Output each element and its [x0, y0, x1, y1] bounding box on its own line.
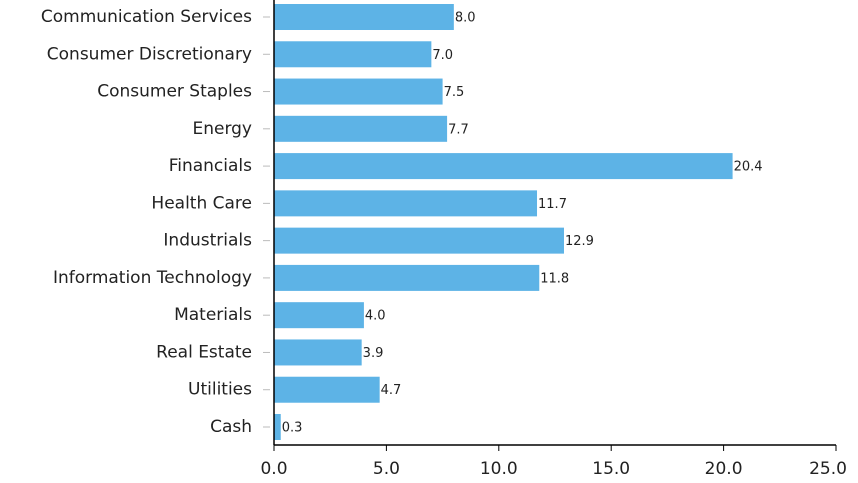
bar: [274, 4, 454, 30]
bar: [274, 264, 540, 291]
category-label: Information Technology: [53, 268, 252, 288]
bar: [274, 339, 362, 366]
bar: [274, 302, 364, 329]
bar: [274, 115, 448, 142]
value-label: 11.7: [538, 197, 567, 212]
value-label: 12.9: [565, 234, 594, 249]
category-label: Industrials: [163, 231, 252, 251]
x-tick-label: 5.0: [373, 459, 400, 479]
value-label: 11.8: [540, 271, 569, 286]
bar: [274, 227, 564, 254]
value-label: 7.0: [432, 48, 453, 63]
bar: [274, 190, 538, 217]
category-label: Health Care: [151, 193, 252, 213]
x-tick-label: 15.0: [592, 459, 630, 479]
value-label: 20.4: [734, 160, 763, 175]
x-tick-label: 20.0: [705, 459, 743, 479]
category-label: Consumer Discretionary: [47, 44, 252, 64]
value-label: 7.5: [444, 85, 465, 100]
value-label: 7.7: [448, 122, 469, 137]
category-label: Utilities: [188, 380, 252, 400]
bar: [274, 414, 281, 440]
x-tick-label: 0.0: [260, 459, 287, 479]
category-label: Energy: [192, 119, 252, 139]
value-label: 3.9: [363, 346, 384, 361]
category-label: Real Estate: [156, 342, 252, 362]
value-label: 0.3: [282, 421, 303, 436]
value-label: 4.7: [381, 383, 402, 398]
category-label: Communication Services: [41, 7, 252, 27]
x-tick-label: 25.0: [809, 459, 847, 479]
x-tick-label: 10.0: [480, 459, 518, 479]
category-label: Consumer Staples: [97, 82, 252, 102]
value-label: 4.0: [365, 309, 386, 324]
bar: [274, 78, 443, 105]
value-label: 8.0: [455, 11, 476, 26]
category-label: Cash: [210, 417, 252, 437]
bar: [274, 41, 432, 68]
category-label: Financials: [169, 156, 252, 176]
bar: [274, 153, 733, 180]
bar: [274, 376, 380, 403]
category-label: Materials: [174, 305, 252, 325]
